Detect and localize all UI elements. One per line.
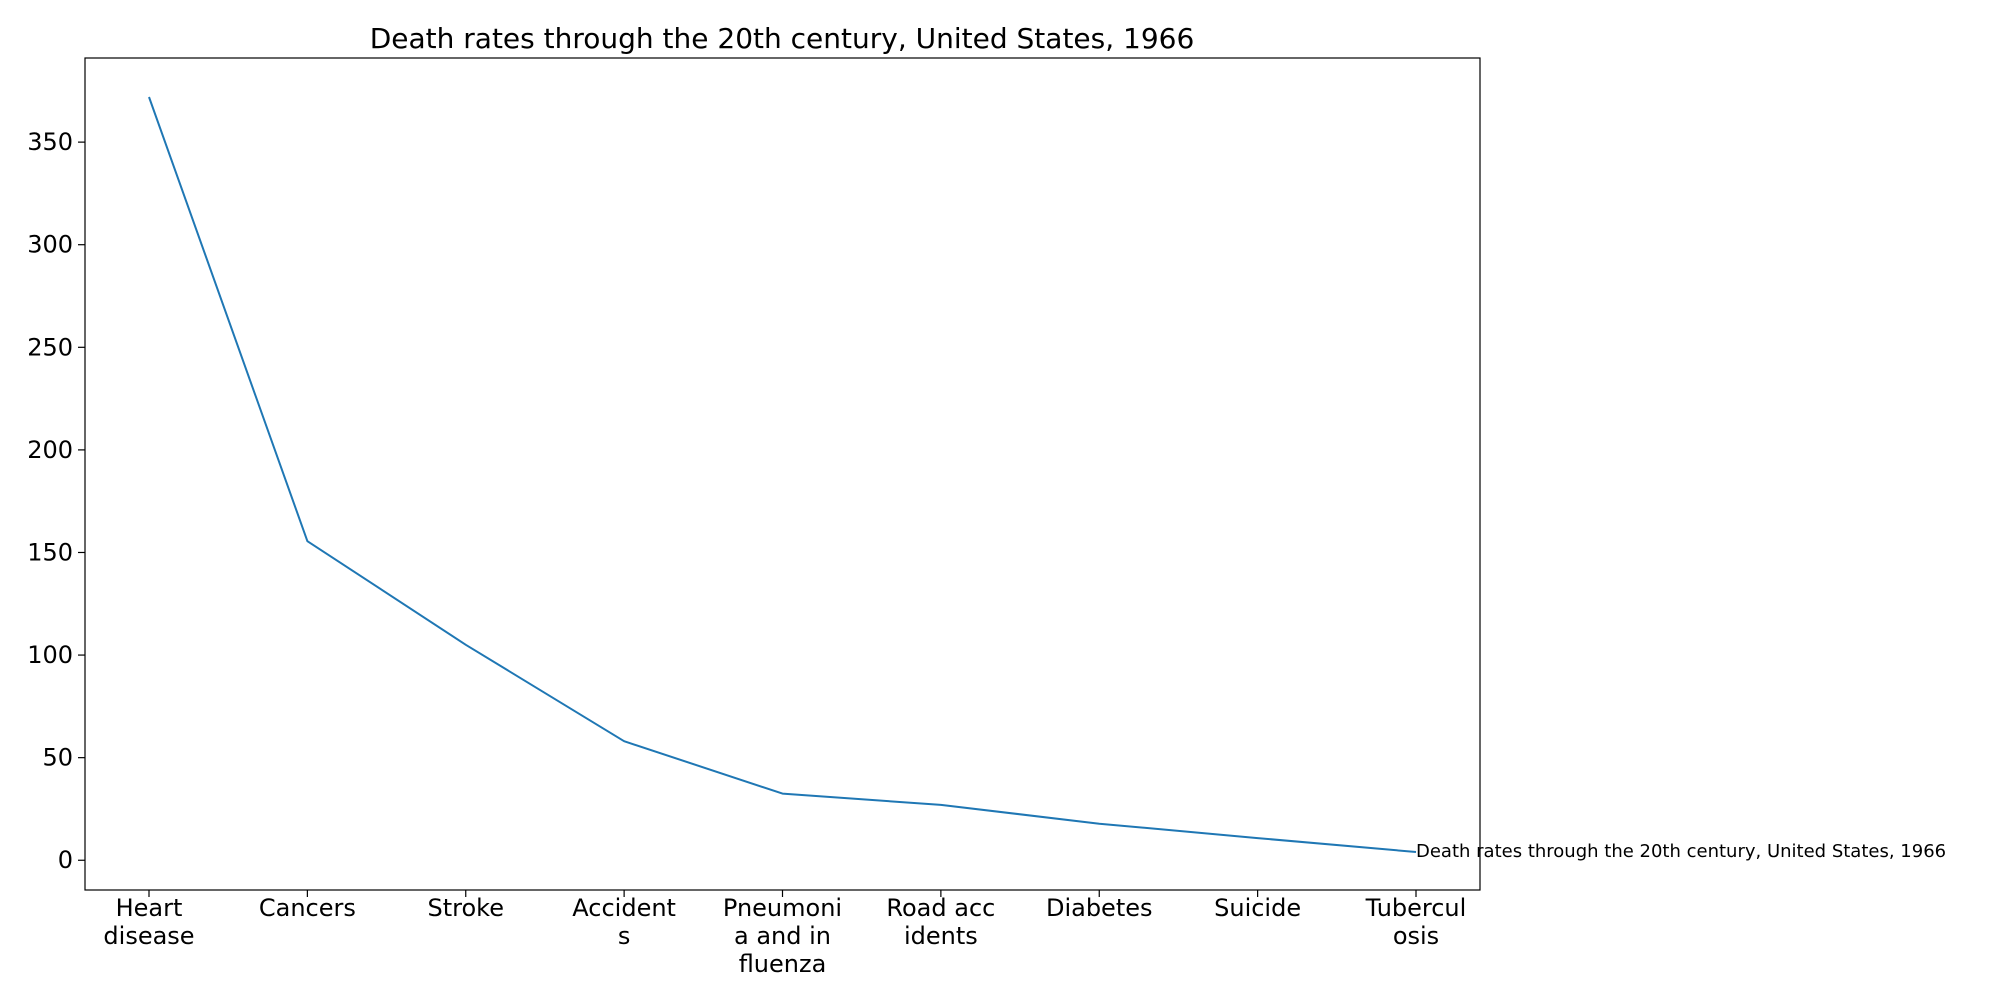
x-tick-label-line: s — [618, 922, 631, 950]
x-tick-label-line: osis — [1393, 922, 1439, 950]
x-axis: Heart disease Cancers Stroke Accident s Pneumo… — [103, 890, 1466, 978]
x-tick-label-line: Stroke — [428, 894, 504, 922]
x-tick-label: Stroke — [428, 894, 504, 922]
chart-title: Death rates through the 20th century, Un… — [370, 22, 1195, 55]
y-tick-label: 150 — [27, 538, 73, 566]
y-tick-label: 100 — [27, 641, 73, 669]
x-tick-label-line: Heart — [116, 894, 183, 922]
x-tick-label: Tubercul osis — [1365, 894, 1467, 950]
x-tick-label-line: Tubercul — [1365, 894, 1467, 922]
x-tick-label: Suicide — [1214, 894, 1301, 922]
y-axis: 0 50 100 150 200 250 300 350 — [27, 128, 85, 874]
x-tick-label: Accident s — [572, 894, 676, 950]
x-tick-label: Heart disease — [103, 894, 194, 950]
x-tick-label-line: Cancers — [259, 894, 356, 922]
x-tick-label-line: Accident — [572, 894, 676, 922]
x-tick-label-line: Diabetes — [1046, 894, 1153, 922]
y-tick-label: 0 — [58, 846, 73, 874]
x-tick-label-line: fluenza — [739, 950, 827, 978]
x-tick-label: Pneumoni a and in fluenza — [723, 894, 842, 978]
x-tick-label-line: Road acc — [886, 894, 995, 922]
x-tick-label-line: a and in — [734, 922, 831, 950]
y-tick-label: 250 — [27, 333, 73, 361]
y-tick-label: 50 — [42, 744, 73, 772]
x-tick-label: Cancers — [259, 894, 356, 922]
y-tick-label: 300 — [27, 231, 73, 259]
x-tick-label-line: disease — [103, 922, 194, 950]
series-layer — [148, 96, 1417, 853]
x-tick-label-line: idents — [904, 922, 978, 950]
data-annotation: Death rates through the 20th century, Un… — [1416, 841, 1946, 862]
x-tick-label-line: Suicide — [1214, 894, 1301, 922]
x-tick-label-line: Pneumoni — [723, 894, 842, 922]
y-tick-label: 200 — [27, 436, 73, 464]
series-line — [148, 96, 1417, 853]
x-tick-label: Road acc idents — [886, 894, 995, 950]
y-tick-label: 350 — [27, 128, 73, 156]
x-tick-label: Diabetes — [1046, 894, 1153, 922]
plot-area — [84, 57, 1481, 891]
